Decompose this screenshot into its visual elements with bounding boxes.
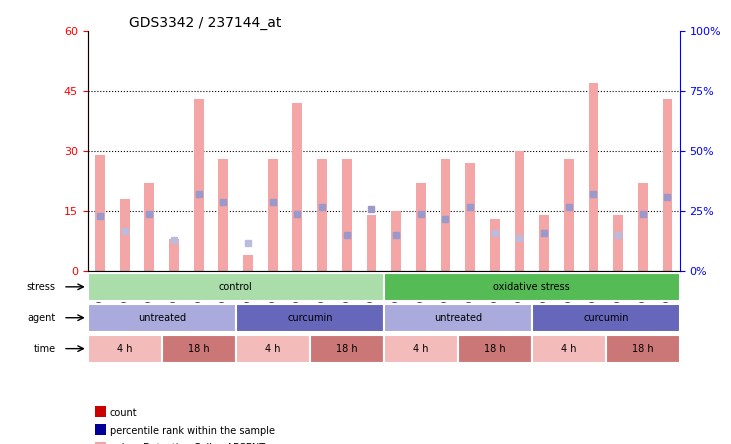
Bar <box>292 103 303 271</box>
FancyBboxPatch shape <box>235 304 384 332</box>
FancyBboxPatch shape <box>88 335 162 363</box>
Bar <box>95 155 105 271</box>
FancyBboxPatch shape <box>235 335 310 363</box>
Text: 18 h: 18 h <box>484 344 506 353</box>
FancyBboxPatch shape <box>384 304 532 332</box>
FancyBboxPatch shape <box>458 335 532 363</box>
Text: count: count <box>110 408 137 418</box>
FancyBboxPatch shape <box>384 335 458 363</box>
Text: 4 h: 4 h <box>561 344 577 353</box>
FancyBboxPatch shape <box>606 335 680 363</box>
Bar <box>662 99 673 271</box>
FancyBboxPatch shape <box>88 304 235 332</box>
Text: 18 h: 18 h <box>632 344 654 353</box>
Bar <box>490 219 500 271</box>
Text: 4 h: 4 h <box>117 344 132 353</box>
Text: curcumin: curcumin <box>287 313 333 323</box>
Bar <box>145 183 154 271</box>
Bar <box>441 159 450 271</box>
Bar <box>465 163 475 271</box>
FancyBboxPatch shape <box>384 273 680 301</box>
Text: curcumin: curcumin <box>583 313 629 323</box>
Bar <box>194 99 204 271</box>
Bar <box>588 83 599 271</box>
Bar <box>539 215 549 271</box>
Bar <box>366 215 376 271</box>
FancyBboxPatch shape <box>88 273 384 301</box>
Text: control: control <box>219 282 253 292</box>
Bar <box>120 199 129 271</box>
Text: 18 h: 18 h <box>336 344 357 353</box>
Text: percentile rank within the sample: percentile rank within the sample <box>110 426 275 436</box>
Text: oxidative stress: oxidative stress <box>493 282 570 292</box>
Bar <box>564 159 574 271</box>
Text: stress: stress <box>26 282 56 292</box>
Bar <box>219 159 228 271</box>
Text: GDS3342 / 237144_at: GDS3342 / 237144_at <box>129 16 281 30</box>
FancyBboxPatch shape <box>532 335 606 363</box>
FancyBboxPatch shape <box>310 335 384 363</box>
Bar <box>342 159 352 271</box>
FancyBboxPatch shape <box>162 335 235 363</box>
Bar <box>391 211 401 271</box>
Bar <box>169 239 179 271</box>
Text: time: time <box>34 344 56 353</box>
Bar <box>268 159 278 271</box>
Text: 4 h: 4 h <box>413 344 428 353</box>
Bar <box>638 183 648 271</box>
FancyBboxPatch shape <box>532 304 680 332</box>
Bar <box>613 215 623 271</box>
Text: 4 h: 4 h <box>265 344 281 353</box>
Bar <box>243 255 253 271</box>
Bar <box>515 151 524 271</box>
Text: untreated: untreated <box>433 313 482 323</box>
Bar <box>416 183 425 271</box>
Text: 18 h: 18 h <box>188 344 210 353</box>
Text: agent: agent <box>27 313 56 323</box>
Text: untreated: untreated <box>137 313 186 323</box>
Bar <box>317 159 327 271</box>
